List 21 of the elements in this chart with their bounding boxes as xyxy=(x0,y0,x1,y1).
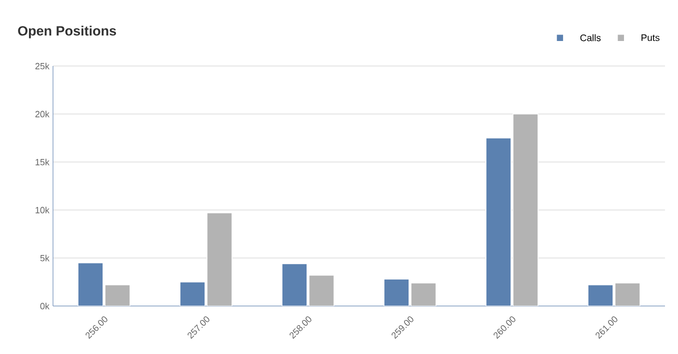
y-tick-label: 0k xyxy=(40,302,50,310)
y-tick-label: 25k xyxy=(35,62,50,70)
bar xyxy=(512,114,538,306)
bar xyxy=(486,138,512,306)
legend-label: Calls xyxy=(580,34,601,42)
bar xyxy=(308,274,334,306)
y-tick-label: 20k xyxy=(35,110,50,118)
legend-label: Puts xyxy=(642,34,660,42)
bar xyxy=(78,262,104,306)
bar xyxy=(104,284,130,306)
chart-title: Open Positions xyxy=(18,26,116,38)
bar xyxy=(206,212,232,306)
bar xyxy=(180,282,206,306)
y-tick-label: 10k xyxy=(36,206,50,214)
bar xyxy=(282,263,308,306)
bar xyxy=(588,284,614,306)
bar xyxy=(614,282,640,306)
y-tick-label: 5k xyxy=(40,254,50,262)
y-tick-label: 15k xyxy=(36,158,50,166)
bar xyxy=(410,282,436,306)
bar xyxy=(384,278,410,306)
